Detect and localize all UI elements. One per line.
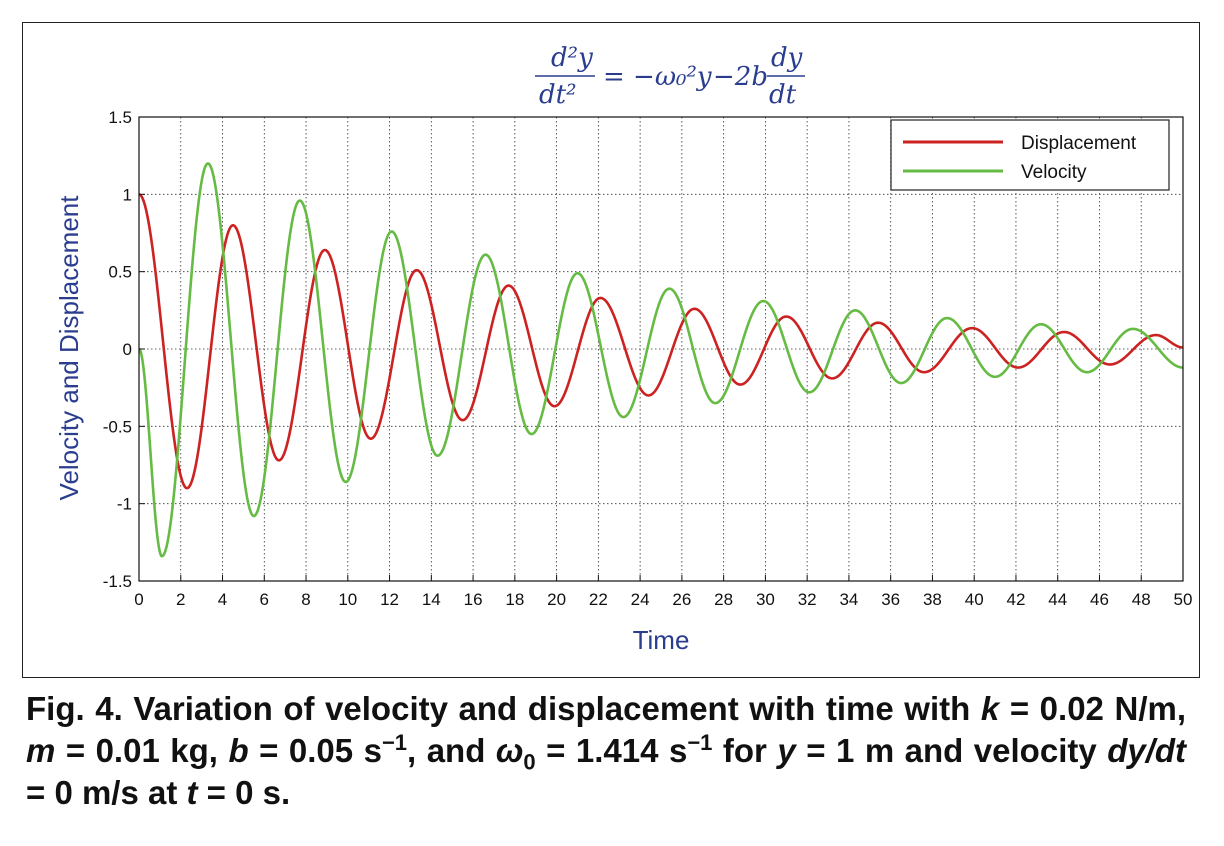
x-tick-label: 36 — [881, 590, 900, 609]
x-tick-label: 14 — [422, 590, 441, 609]
caption-text: = 0.01 kg, — [55, 732, 229, 769]
eq-rhs-term-b: −2b — [713, 62, 768, 92]
x-tick-label: 10 — [338, 590, 357, 609]
x-tick-label: 50 — [1174, 590, 1193, 609]
tick-labels: 0 2 4 6 8 10 12 14 16 18 20 22 24 26 28 30 32 34 36 38 40 42 4… — [103, 108, 1193, 609]
x-tick-label: 42 — [1006, 590, 1025, 609]
caption-exponent: −1 — [687, 730, 713, 755]
legend: Displacement Velocity — [890, 119, 1170, 191]
x-tick-label: 26 — [672, 590, 691, 609]
eq-lhs-numerator: d²y — [551, 43, 593, 73]
caption-text: for — [712, 732, 778, 769]
chart-svg: 0 2 4 6 8 10 12 14 16 18 20 22 24 26 28 30 32 34 36 38 40 42 4… — [54, 43, 1193, 655]
series-line-displacement — [138, 193, 1184, 490]
chart-figure: 0 2 4 6 8 10 12 14 16 18 20 22 24 26 28 30 32 34 36 38 40 42 4… — [22, 22, 1200, 678]
x-tick-label: 44 — [1048, 590, 1067, 609]
x-tick-label: 28 — [714, 590, 733, 609]
y-tick-label: -1.5 — [103, 572, 132, 591]
x-tick-label: 34 — [839, 590, 858, 609]
y-tick-label: 1.5 — [108, 108, 132, 127]
caption-text: = 0.05 s — [248, 732, 382, 769]
caption-symbol-b: b — [228, 732, 249, 769]
x-tick-label: 0 — [134, 590, 143, 609]
y-tick-label: -1 — [117, 495, 132, 514]
caption-symbol-t: t — [186, 774, 198, 811]
caption-text: = 0.02 N/m, — [999, 690, 1187, 727]
caption-text: Variation of velocity and displacement w… — [122, 690, 981, 727]
x-tick-label: 18 — [505, 590, 524, 609]
caption-fig-label: Fig. 4. — [26, 690, 123, 727]
x-tick-label: 4 — [218, 590, 227, 609]
series-line-velocity — [138, 162, 1184, 558]
x-axis-title: Time — [633, 625, 690, 655]
caption-symbol-dydt: dy/dt — [1107, 732, 1187, 769]
eq-rhs-denominator: dt — [769, 80, 797, 110]
y-axis-title: Velocity and Displacement — [54, 195, 84, 501]
grid-lines — [139, 117, 1183, 581]
caption-symbol-k: k — [980, 690, 1000, 727]
plot-area-frame — [138, 116, 1184, 582]
x-tick-label: 40 — [965, 590, 984, 609]
y-tick-label: 0.5 — [108, 263, 132, 282]
y-tick-label: -0.5 — [103, 417, 132, 436]
caption-text: = 0 m/s at — [26, 774, 187, 811]
legend-label-velocity: Velocity — [1021, 162, 1087, 183]
caption-symbol-omega: ω — [495, 732, 524, 769]
legend-label-displacement: Displacement — [1021, 133, 1137, 154]
equation-title: d²y dt² = −ω₀²y −2b dy dt — [535, 43, 805, 110]
x-tick-label: 48 — [1132, 590, 1151, 609]
caption-symbol-y: y — [777, 732, 796, 769]
x-tick-label: 8 — [301, 590, 310, 609]
eq-lhs-denominator: dt² — [539, 80, 577, 110]
legend-box — [890, 119, 1170, 191]
x-tick-label: 16 — [464, 590, 483, 609]
eq-rhs-numerator: dy — [771, 43, 803, 73]
caption-symbol-m: m — [26, 732, 56, 769]
y-tick-label: 0 — [123, 340, 132, 359]
x-tick-label: 32 — [798, 590, 817, 609]
figure-caption: Fig. 4. Variation of velocity and displa… — [26, 688, 1186, 814]
x-tick-label: 46 — [1090, 590, 1109, 609]
caption-exponent: −1 — [381, 730, 408, 755]
x-tick-label: 24 — [631, 590, 650, 609]
eq-rhs-term-a: = −ω₀²y — [603, 62, 712, 92]
x-tick-label: 12 — [380, 590, 399, 609]
y-tick-label: 1 — [123, 185, 132, 204]
caption-text: , and — [407, 732, 496, 769]
axes — [138, 116, 1184, 582]
x-tick-label: 22 — [589, 590, 608, 609]
x-tick-label: 2 — [176, 590, 185, 609]
caption-text: = 1.414 s — [535, 732, 688, 769]
caption-subscript: 0 — [523, 749, 536, 775]
caption-text: = 1 m and velocity — [795, 732, 1108, 769]
caption-text: = 0 s. — [197, 774, 291, 811]
series-layer — [138, 162, 1184, 558]
x-tick-label: 38 — [923, 590, 942, 609]
x-tick-label: 30 — [756, 590, 775, 609]
x-tick-label: 20 — [547, 590, 566, 609]
x-tick-label: 6 — [260, 590, 269, 609]
